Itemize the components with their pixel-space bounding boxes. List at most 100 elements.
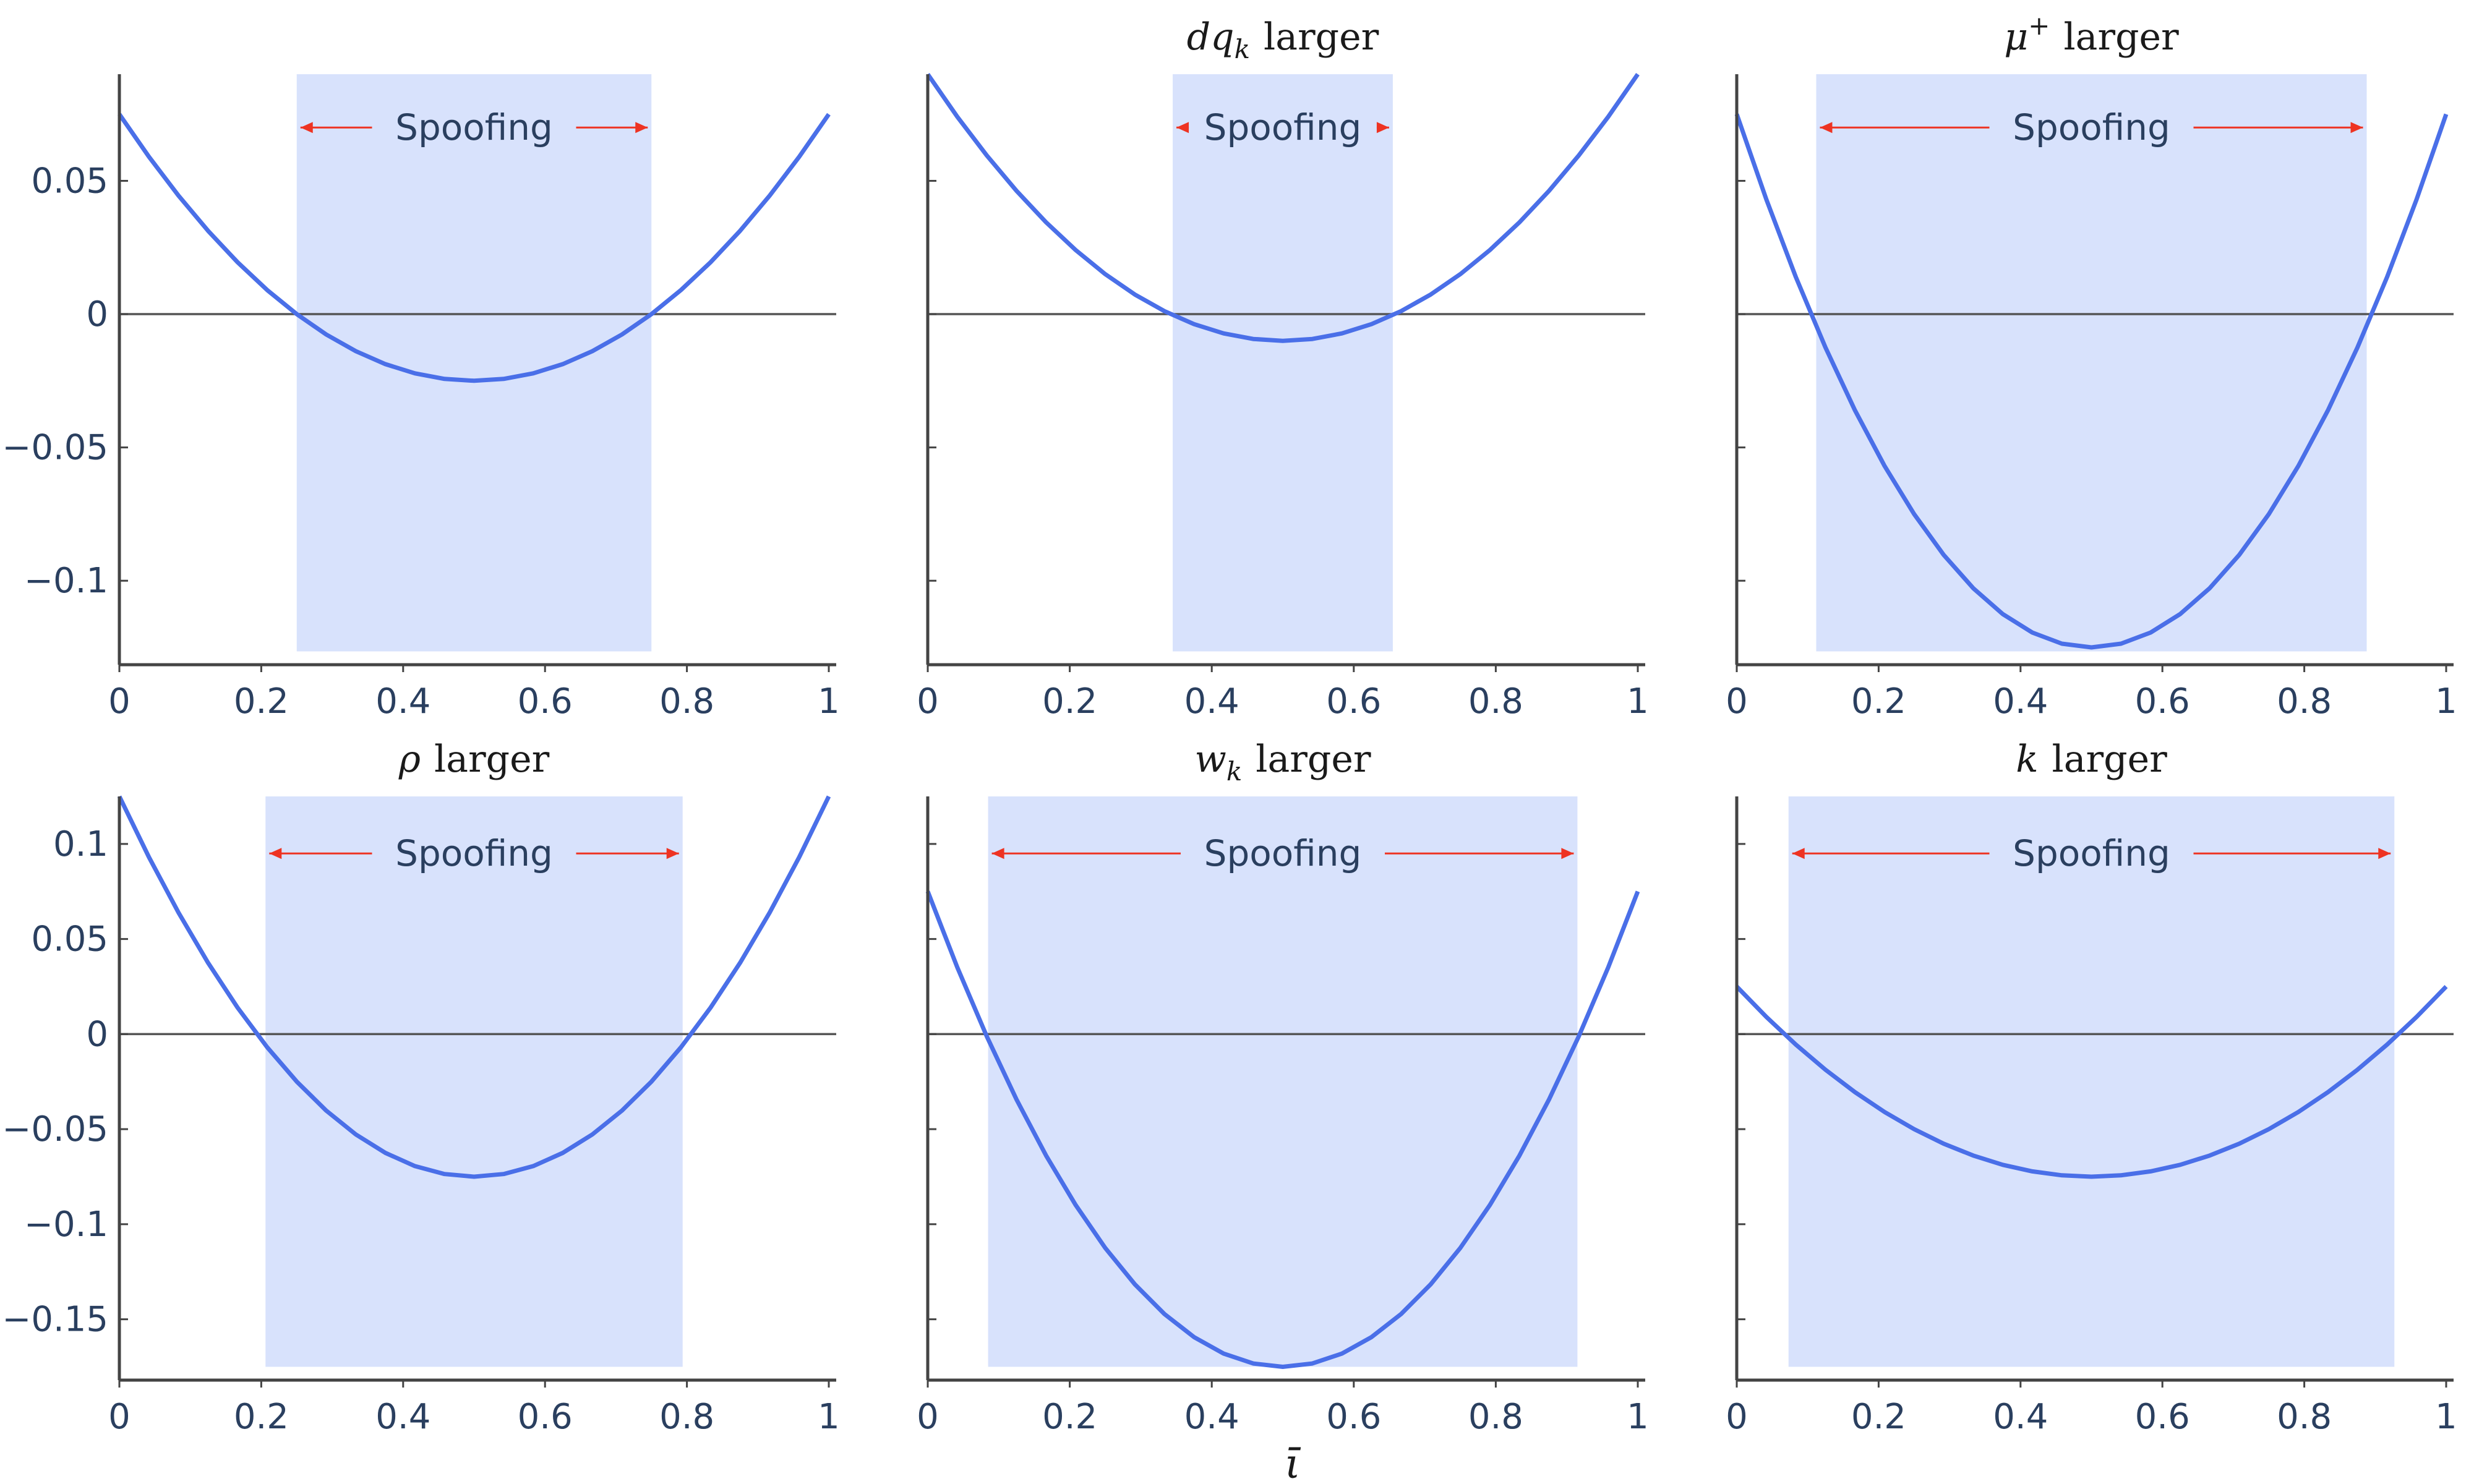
spoofing-label: Spoofing [395, 106, 553, 148]
x-tick-label: 0.8 [1468, 681, 1523, 722]
x-tick-label: 1 [1627, 1397, 1649, 1437]
panel-title-symbol: μ [2004, 15, 2028, 59]
y-tick-label: 0 [86, 294, 108, 335]
x-tick-label: 0.4 [1993, 1397, 2048, 1437]
spoofing-arrowhead-right [666, 848, 679, 859]
spoofing-band [988, 796, 1578, 1367]
panel-title-superscript: + [2028, 11, 2050, 41]
y-tick-label: 0.05 [31, 161, 108, 201]
x-axis-label: ῑ [1285, 1440, 1301, 1484]
spoofing-band [1816, 74, 2367, 652]
panel-title: ρ larger [398, 738, 550, 781]
y-tick-label: −0.05 [2, 428, 108, 468]
spoofing-arrowhead-right [2350, 122, 2363, 134]
panel-title-subscript: k [1235, 34, 1250, 64]
x-tick-label: 0.6 [518, 1397, 573, 1437]
spoofing-band [1173, 74, 1393, 652]
x-tick-label: 0.6 [518, 681, 573, 722]
x-tick-label: 0.2 [234, 1397, 289, 1437]
x-tick-label: 0.4 [1993, 681, 2048, 722]
y-tick-label: −0.15 [2, 1300, 108, 1340]
panel-title: wk larger [1194, 738, 1371, 787]
x-tick-label: 0 [917, 1397, 939, 1437]
spoofing-arrowhead-left [1792, 848, 1805, 859]
spoofing-band [265, 796, 683, 1367]
x-tick-label: 0 [108, 1397, 131, 1437]
spoofing-label: Spoofing [1204, 106, 1362, 148]
x-tick-label: 0.4 [1184, 681, 1239, 722]
spoofing-band [1788, 796, 2395, 1367]
x-tick-label: 0 [1726, 681, 1748, 722]
x-tick-label: 0.2 [1042, 1397, 1097, 1437]
spoofing-label: Spoofing [395, 832, 553, 874]
series-line [1734, 113, 2449, 650]
series-line [925, 890, 1640, 1369]
x-tick-label: 0.8 [2277, 681, 2332, 722]
panel-title-symbol: dq [1187, 15, 1235, 59]
x-tick-label: 0 [1726, 1397, 1748, 1437]
panel-title-symbol: k [2016, 738, 2038, 781]
panel-title-symbol: w [1194, 738, 1226, 781]
series-line [117, 795, 831, 1179]
x-tick-label: 1 [818, 681, 840, 722]
panel-title-suffix: larger [1256, 738, 1371, 781]
panel-title-suffix: larger [2052, 738, 2168, 781]
spoofing-label: Spoofing [2013, 106, 2170, 148]
y-tick-label: 0.1 [53, 824, 108, 864]
spoofing-arrowhead-right [635, 122, 648, 134]
x-tick-label: 0.6 [2135, 1397, 2190, 1437]
panel-title-suffix: larger [434, 738, 550, 781]
spoofing-arrowhead-left [991, 848, 1004, 859]
panel-6: Spoofing 0 0.2 0.4 0.6 0.8 1 k larger [1726, 738, 2457, 1437]
panel-title-suffix: larger [1264, 15, 1379, 59]
x-tick-label: 0.4 [1184, 1397, 1239, 1437]
x-tick-label: 0.2 [1042, 681, 1097, 722]
spoofing-arrowhead-left [1176, 122, 1189, 134]
spoofing-arrowhead-right [1561, 848, 1574, 859]
spoofing-arrowhead-right [2378, 848, 2391, 859]
y-tick-label: −0.1 [24, 1205, 108, 1245]
series-line [118, 113, 831, 383]
series-line [1735, 985, 2448, 1179]
spoofing-arrowhead-left [269, 848, 282, 859]
y-tick-label: 0 [86, 1014, 108, 1054]
spoofing-label: Spoofing [2013, 832, 2170, 874]
y-tick-label: −0.1 [24, 561, 108, 601]
x-tick-label: 0.6 [1326, 681, 1381, 722]
x-tick-label: 0.8 [1468, 1397, 1523, 1437]
x-tick-label: 0.4 [375, 681, 430, 722]
panel-3: Spoofing 0 0.2 0.4 0.6 0.8 1 μ+ larger [1726, 11, 2457, 722]
x-tick-label: 0 [917, 681, 939, 722]
y-tick-label: −0.05 [2, 1109, 108, 1149]
panel-5: Spoofing 0 0.2 0.4 0.6 0.8 1 wk larger [917, 738, 1649, 1437]
panel-title: μ+ larger [2004, 11, 2179, 59]
spoofing-arrowhead-left [300, 122, 313, 134]
x-tick-label: 0.8 [2277, 1397, 2332, 1437]
panel-2: Spoofing 0 0.2 0.4 0.6 0.8 1 dqk larger [917, 15, 1649, 722]
x-tick-label: 0.4 [375, 1397, 430, 1437]
panel-title-symbol: ρ [398, 738, 421, 781]
x-tick-label: 0.2 [1851, 681, 1906, 722]
x-tick-label: 0.2 [234, 681, 289, 722]
panel-title-subscript: k [1226, 756, 1242, 787]
x-tick-label: 0.6 [1326, 1397, 1381, 1437]
x-tick-label: 1 [2435, 681, 2457, 722]
x-tick-label: 0.8 [659, 1397, 714, 1437]
spoofing-label: Spoofing [1204, 832, 1362, 874]
panel-title-suffix: larger [2063, 15, 2179, 59]
x-tick-label: 0.2 [1851, 1397, 1906, 1437]
y-tick-label: 0.05 [31, 919, 108, 960]
panel-4: Spoofing 0.1 0.05 0 −0.05 −0.1 −0.15 0 0.2 0.4 0.6… [2, 738, 839, 1437]
panel-title: dqk larger [1187, 15, 1379, 64]
x-tick-label: 0.8 [659, 681, 714, 722]
panel-1: Spoofing 0.05 0 −0.05 −0.1 0 0.2 0.4 0.6 0.8 1 [2, 74, 840, 722]
series-line [926, 73, 1640, 343]
spoofing-band [296, 74, 652, 652]
x-tick-label: 0.6 [2135, 681, 2190, 722]
x-tick-label: 1 [1627, 681, 1649, 722]
x-tick-label: 1 [818, 1397, 840, 1437]
panel-title: k larger [2016, 738, 2167, 781]
spoofing-arrowhead-left [1820, 122, 1833, 134]
